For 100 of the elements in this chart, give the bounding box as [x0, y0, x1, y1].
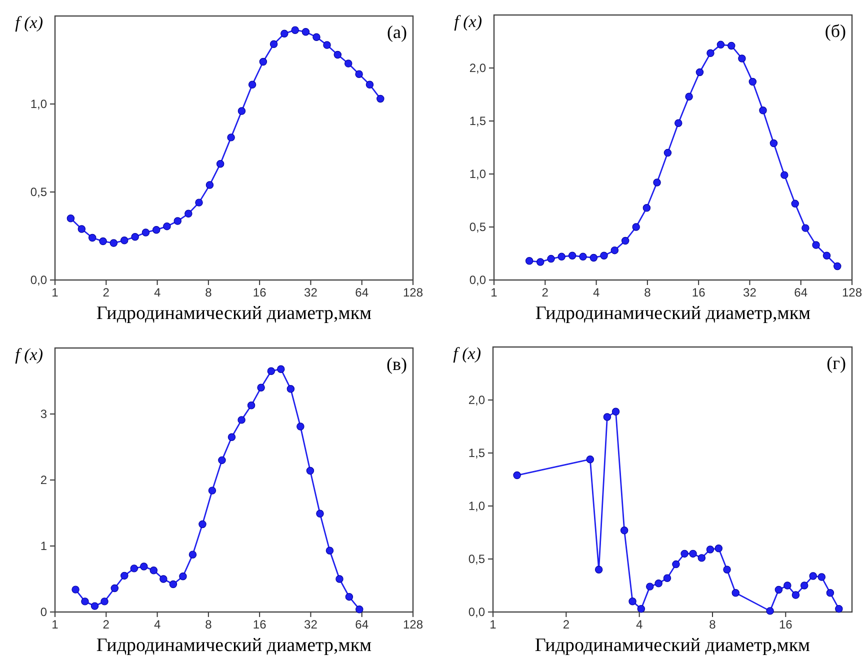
- point: [195, 198, 203, 206]
- point: [558, 252, 566, 261]
- point: [664, 148, 672, 157]
- point: [334, 50, 342, 59]
- point: [110, 584, 119, 592]
- x-tick-label: 2: [102, 286, 110, 300]
- y-tick-label: 2: [40, 472, 48, 487]
- y-axis-title: f (x): [15, 345, 44, 364]
- point: [748, 78, 757, 86]
- point: [610, 246, 619, 254]
- point: [356, 606, 364, 614]
- y-tick-label: 0,0: [30, 272, 48, 287]
- point: [208, 486, 216, 494]
- point: [696, 68, 704, 76]
- point: [323, 41, 331, 49]
- point: [257, 384, 265, 392]
- point: [316, 510, 324, 518]
- y-tick-label: 2,0: [469, 60, 486, 75]
- x-tick-label: 1: [52, 286, 59, 300]
- point: [791, 200, 799, 208]
- annotation: (а): [387, 22, 407, 42]
- point: [579, 252, 587, 261]
- y-tick-label: 0,5: [30, 184, 48, 199]
- x-axis-title: Гидродинамический диаметр,мкм: [534, 635, 810, 656]
- x-tick-label: 32: [304, 618, 318, 632]
- x-tick-label: 64: [794, 286, 808, 300]
- point: [296, 422, 304, 430]
- point: [738, 54, 746, 62]
- x-axis-title: Гидродинамический диаметр,мкм: [96, 635, 372, 656]
- point: [81, 598, 89, 606]
- y-tick-label: 1,0: [469, 166, 486, 181]
- point: [163, 222, 171, 230]
- x-tick-label: 64: [355, 618, 369, 632]
- x-tick-label: 8: [205, 286, 212, 300]
- point: [306, 466, 314, 475]
- point: [834, 262, 842, 270]
- x-tick-label: 2: [542, 286, 549, 300]
- point: [179, 572, 187, 580]
- x-tick-label: 16: [778, 618, 793, 632]
- point: [345, 592, 354, 601]
- x-tick-label: 8: [709, 618, 716, 632]
- point: [120, 236, 128, 244]
- x-tick-label: 16: [692, 286, 706, 300]
- point: [248, 80, 256, 88]
- x-tick-label: 8: [644, 286, 652, 300]
- point: [685, 92, 693, 100]
- y-tick-label: 0,5: [468, 552, 486, 566]
- point: [568, 252, 576, 260]
- x-tick-label: 4: [154, 618, 161, 632]
- point: [716, 40, 725, 49]
- point: [160, 575, 168, 583]
- point: [344, 60, 352, 68]
- point: [600, 252, 608, 260]
- x-tick-label: 4: [592, 286, 600, 300]
- y-tick-label: 1,0: [30, 96, 48, 111]
- y-tick-label: 1,5: [468, 446, 486, 460]
- point: [653, 178, 661, 186]
- annotation: (г): [826, 353, 846, 373]
- point: [802, 224, 810, 232]
- x-tick-label: 2: [562, 618, 570, 632]
- point: [120, 572, 128, 580]
- x-tick-label: 1: [52, 618, 59, 632]
- point: [286, 385, 295, 393]
- point: [621, 236, 630, 245]
- x-tick-label: 64: [355, 286, 369, 300]
- point: [228, 433, 236, 441]
- x-tick-label: 16: [252, 618, 267, 632]
- point: [99, 237, 107, 246]
- x-tick-label: 8: [205, 618, 212, 632]
- point: [780, 171, 788, 179]
- y-tick-label: 1,5: [469, 114, 486, 128]
- point: [267, 367, 276, 375]
- point: [291, 26, 299, 34]
- x-tick-label: 16: [252, 286, 267, 300]
- point: [728, 42, 736, 50]
- point: [336, 575, 344, 583]
- point: [632, 223, 640, 231]
- point: [198, 520, 206, 528]
- point: [547, 254, 555, 263]
- y-axis-title: f (x): [453, 344, 482, 363]
- point: [822, 252, 831, 260]
- point: [525, 257, 534, 265]
- point: [590, 254, 598, 262]
- point: [169, 580, 178, 588]
- annotation: (б): [824, 21, 846, 41]
- point: [188, 550, 197, 558]
- point: [376, 94, 384, 103]
- point: [66, 214, 75, 222]
- point: [355, 70, 363, 78]
- y-tick-label: 0,5: [469, 220, 486, 234]
- point: [277, 365, 285, 373]
- point: [140, 562, 148, 570]
- point: [270, 40, 278, 48]
- x-axis-title: Гидродинамический диаметр,мкм: [535, 303, 811, 324]
- point: [674, 119, 682, 127]
- point: [130, 564, 138, 572]
- point: [247, 402, 256, 410]
- y-tick-label: 2,0: [468, 392, 486, 407]
- point: [238, 416, 246, 424]
- y-tick-label: 0,0: [468, 604, 486, 619]
